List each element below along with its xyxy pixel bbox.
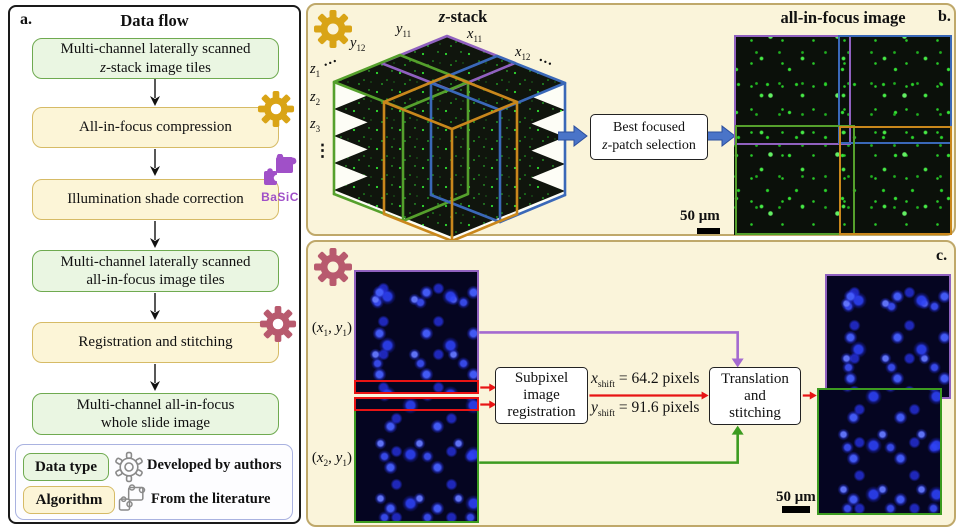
legend-chip-label: Algorithm [35, 491, 103, 508]
legend-chip-data-type: Data type [23, 453, 109, 481]
subpixel-box-line: registration [507, 404, 576, 420]
flow-box-registration: Registration and stitching [32, 322, 279, 363]
scalebar-label: 50 μm [776, 489, 816, 505]
data-flow-title: Data flow [120, 11, 189, 30]
panel-data-flow: a. Data flow Multi-channel laterally sca… [8, 5, 301, 524]
down-arrow-icon [150, 364, 160, 391]
z1-label: z1 [310, 61, 321, 79]
panel-c-label: c. [936, 247, 948, 264]
flow-box-line: whole slide image [100, 415, 211, 431]
legend-chip-algorithm: Algorithm [23, 486, 115, 514]
gear-maroon-icon [314, 248, 352, 286]
all-in-focus-image [734, 35, 952, 235]
overlap-strip-bottom [354, 397, 479, 411]
subpixel-box-line: Subpixel [514, 370, 569, 386]
panel-registration: c. (x1, y1) (x2, y1) Subpixel image reg [306, 240, 956, 527]
x11-label: x11 [467, 26, 483, 44]
translation-box-line: Translation [721, 370, 789, 387]
flow-box-aif-tiles: Multi-channel laterally scanned all-in-f… [32, 250, 279, 292]
scalebar [782, 506, 810, 513]
puzzle-basic-icon [264, 154, 297, 185]
z3-label: z3 [310, 116, 321, 134]
z-stack-cube [332, 34, 567, 242]
flow-box-line: Multi-channel laterally scanned [60, 41, 251, 57]
flow-box-line: Multi-channel all-in-focus [76, 396, 235, 413]
aif-tile-orange [839, 126, 952, 235]
tile1-coordinate-label: (x1, y1) [311, 320, 352, 339]
vertical-ellipsis-label: ⋮ [314, 141, 331, 160]
y12-label: y12 [350, 35, 366, 53]
down-arrow-icon [150, 149, 160, 176]
legend-developed-label: Developed by authors [147, 457, 282, 473]
tile2-coordinate-label: (x2, y1) [311, 450, 352, 469]
flow-box-line: Registration and stitching [78, 334, 233, 351]
legend-chip-label: Data type [34, 458, 98, 475]
legend-literature-label: From the literature [151, 491, 271, 507]
gear-gold-icon [257, 90, 295, 128]
aif-tile-blue [838, 35, 952, 144]
subpixel-box-line: image [523, 387, 560, 403]
z2-label: z2 [310, 89, 321, 107]
aif-tile-purple [734, 35, 851, 145]
overlap-strip-top [354, 380, 479, 394]
down-arrow-icon [150, 79, 160, 106]
subpixel-registration-box: Subpixel image registration [495, 367, 588, 424]
best-focused-line: Best focused [613, 120, 685, 135]
scalebar [697, 228, 720, 234]
panel-zstack: z-stack all-in-focus image b. [306, 3, 956, 242]
legend: Data type Developed by authors Algorithm [15, 444, 293, 520]
result-tile-purple [825, 274, 951, 399]
aif-tile-green [735, 125, 855, 235]
translation-box-line: stitching [729, 404, 781, 421]
result-tile-green [817, 388, 942, 515]
flow-box-line: All-in-focus compression [79, 119, 232, 136]
best-focused-box: Best focused z-patch selection [590, 114, 708, 160]
panel-b-label: b. [938, 8, 951, 25]
puzzle-outline-icon [118, 484, 146, 511]
panel-a-label: a. [20, 11, 32, 28]
gear-maroon-icon [259, 305, 297, 343]
gear-gold-icon [314, 10, 352, 48]
down-arrow-icon [150, 221, 160, 248]
basic-label: BaSiC [261, 190, 299, 204]
translation-box-line: and [744, 387, 766, 404]
y-shift-label: yshift = 91.6 pixels [591, 399, 700, 420]
x12-label: x12 [515, 44, 531, 62]
translation-stitching-box: Translation and stitching [709, 367, 801, 425]
flow-box-zstack-tiles: Multi-channel laterally scanned z-stack … [32, 38, 279, 79]
flow-box-whole-slide: Multi-channel all-in-focus whole slide i… [32, 393, 279, 435]
best-focused-line: z-patch selection [602, 138, 696, 153]
blue-arrow-icon [558, 125, 588, 147]
blue-arrow-icon [706, 125, 736, 147]
zstack-title: z-stack [438, 7, 488, 26]
x-shift-label: xshift = 64.2 pixels [591, 370, 700, 391]
flow-box-shade-correction: Illumination shade correction [32, 179, 279, 220]
source-tile-x2y1 [354, 397, 479, 523]
flow-box-line: Multi-channel laterally scanned [60, 253, 251, 270]
flow-box-line: z-stack image tiles [100, 59, 211, 76]
down-arrow-icon [150, 293, 160, 320]
gear-outline-icon [115, 451, 143, 483]
flow-box-line: Illumination shade correction [67, 191, 244, 208]
y11-label: y11 [396, 21, 412, 39]
flow-box-aif-compression: All-in-focus compression [32, 107, 279, 148]
aif-title: all-in-focus image [780, 8, 906, 27]
scalebar-label: 50 μm [680, 208, 720, 224]
source-tile-x1y1 [354, 270, 479, 394]
flow-box-line: all-in-focus image tiles [86, 272, 225, 288]
